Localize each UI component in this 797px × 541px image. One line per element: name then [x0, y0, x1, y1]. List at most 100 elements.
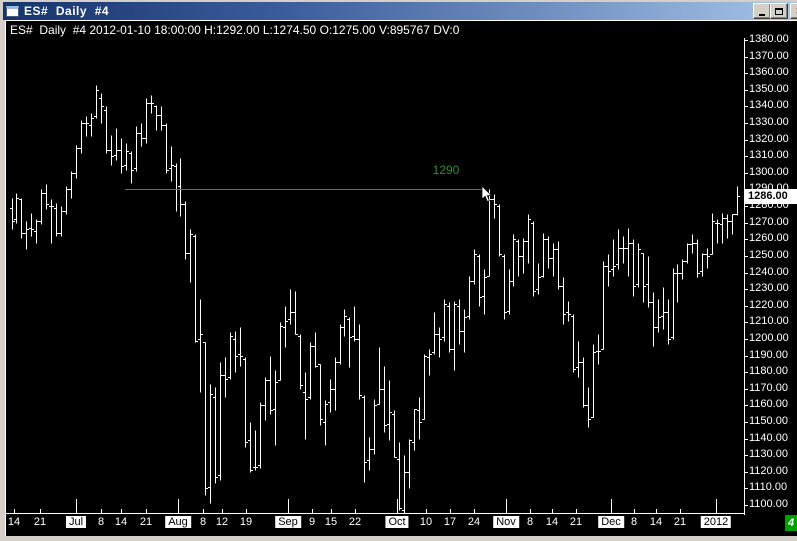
y-axis-tick — [744, 256, 748, 257]
y-axis-label: 1130.00 — [749, 448, 788, 460]
trend-line-price-label: 1290 — [432, 163, 460, 177]
maximize-button[interactable] — [770, 3, 788, 19]
y-axis-tick — [744, 322, 748, 323]
x-axis-month-label: Aug — [165, 516, 191, 528]
chart-client-area — [5, 20, 797, 536]
y-axis-tick — [744, 156, 748, 157]
x-axis-tick — [680, 509, 681, 513]
x-axis-label: 17 — [443, 516, 457, 528]
y-axis-label: 1250.00 — [749, 249, 789, 261]
titlebar[interactable]: ES# Daily #4 — [3, 2, 797, 20]
x-axis-label: 21 — [673, 516, 687, 528]
y-axis-tick — [744, 73, 748, 74]
horizontal-trend-line[interactable] — [125, 189, 483, 190]
x-axis-tick — [530, 509, 531, 513]
y-axis-label: 1160.00 — [749, 398, 788, 410]
y-axis-tick — [744, 173, 748, 174]
x-axis-label: 9 — [308, 516, 316, 528]
x-axis-tick — [474, 509, 475, 513]
x-axis-month-label: Dec — [598, 516, 624, 528]
y-axis-label: 1330.00 — [749, 116, 789, 128]
x-axis-month-label: Jul — [65, 516, 87, 528]
y-axis-tick — [744, 140, 748, 141]
x-axis-tick — [450, 509, 451, 513]
x-axis-tick — [146, 509, 147, 513]
y-axis-tick — [744, 405, 748, 406]
y-axis-label: 1120.00 — [749, 465, 788, 477]
time-axis-line — [6, 513, 745, 514]
y-axis-label: 1260.00 — [749, 232, 789, 244]
y-axis-tick — [744, 40, 748, 41]
y-axis-label: 1360.00 — [749, 66, 789, 78]
y-axis-tick — [744, 488, 748, 489]
y-axis-label: 1220.00 — [749, 299, 789, 311]
y-axis-label: 1190.00 — [749, 349, 788, 361]
x-axis-tick — [14, 509, 15, 513]
y-axis-tick — [744, 106, 748, 107]
close-button[interactable]: ✕ — [790, 3, 797, 19]
x-axis-tick — [506, 499, 507, 513]
chart-plot[interactable] — [6, 38, 744, 513]
y-axis-label: 1210.00 — [749, 315, 789, 327]
x-axis-label: 15 — [324, 516, 338, 528]
y-axis-label: 1230.00 — [749, 282, 789, 294]
y-axis-label: 1140.00 — [749, 432, 788, 444]
x-axis-label: 8 — [199, 516, 207, 528]
x-axis-label: 8 — [526, 516, 534, 528]
x-axis-tick — [312, 509, 313, 513]
x-axis-label: 14 — [114, 516, 128, 528]
current-price-badge: 1286.00 — [745, 189, 797, 204]
x-axis-label: 19 — [239, 516, 253, 528]
y-axis-tick — [744, 356, 748, 357]
x-axis-label: 21 — [569, 516, 583, 528]
x-axis-tick — [222, 509, 223, 513]
ohlc-bars — [10, 85, 740, 513]
quote-info-bar: ES# Daily #4 2012-01-10 18:00:00 H:1292.… — [10, 23, 460, 37]
x-axis-label: 24 — [467, 516, 481, 528]
minimize-icon — [759, 13, 765, 16]
y-axis-label: 1180.00 — [749, 365, 788, 377]
y-axis-tick — [744, 289, 748, 290]
x-axis-tick — [355, 509, 356, 513]
x-axis-month-label: 2012 — [700, 516, 732, 528]
close-icon: ✕ — [795, 6, 797, 17]
x-axis-month-label: Nov — [493, 516, 519, 528]
x-axis-label: 8 — [630, 516, 638, 528]
y-axis-label: 1170.00 — [749, 382, 788, 394]
y-axis-tick — [744, 422, 748, 423]
price-axis-line — [744, 38, 745, 515]
x-axis-tick — [716, 499, 717, 513]
page-number-badge[interactable]: 4 — [785, 515, 797, 531]
x-axis-label: 14 — [545, 516, 559, 528]
window-icon — [6, 5, 19, 17]
y-axis-tick — [744, 472, 748, 473]
x-axis-label: 10 — [419, 516, 433, 528]
y-axis-label: 1340.00 — [749, 99, 789, 111]
y-axis-tick — [744, 123, 748, 124]
y-axis-label: 1310.00 — [749, 149, 789, 161]
y-axis-label: 1200.00 — [749, 332, 789, 344]
x-axis-tick — [288, 499, 289, 513]
y-axis-label: 1240.00 — [749, 266, 789, 278]
y-axis-label: 1270.00 — [749, 216, 789, 228]
x-axis-label: 21 — [33, 516, 47, 528]
y-axis-label: 1100.00 — [749, 498, 788, 510]
y-axis-tick — [744, 239, 748, 240]
x-axis-tick — [246, 509, 247, 513]
minimize-button[interactable] — [753, 3, 771, 19]
x-axis-tick — [397, 499, 398, 513]
y-axis-tick — [744, 206, 748, 207]
x-axis-tick — [426, 509, 427, 513]
y-axis-tick — [744, 90, 748, 91]
y-axis-tick — [744, 505, 748, 506]
mouse-cursor — [481, 186, 493, 202]
y-axis-label: 1320.00 — [749, 133, 789, 145]
y-axis-label: 1110.00 — [749, 481, 788, 493]
y-axis-tick — [744, 389, 748, 390]
y-axis-tick — [744, 339, 748, 340]
x-axis-label: 14 — [649, 516, 663, 528]
x-axis-tick — [552, 509, 553, 513]
x-axis-tick — [611, 499, 612, 513]
